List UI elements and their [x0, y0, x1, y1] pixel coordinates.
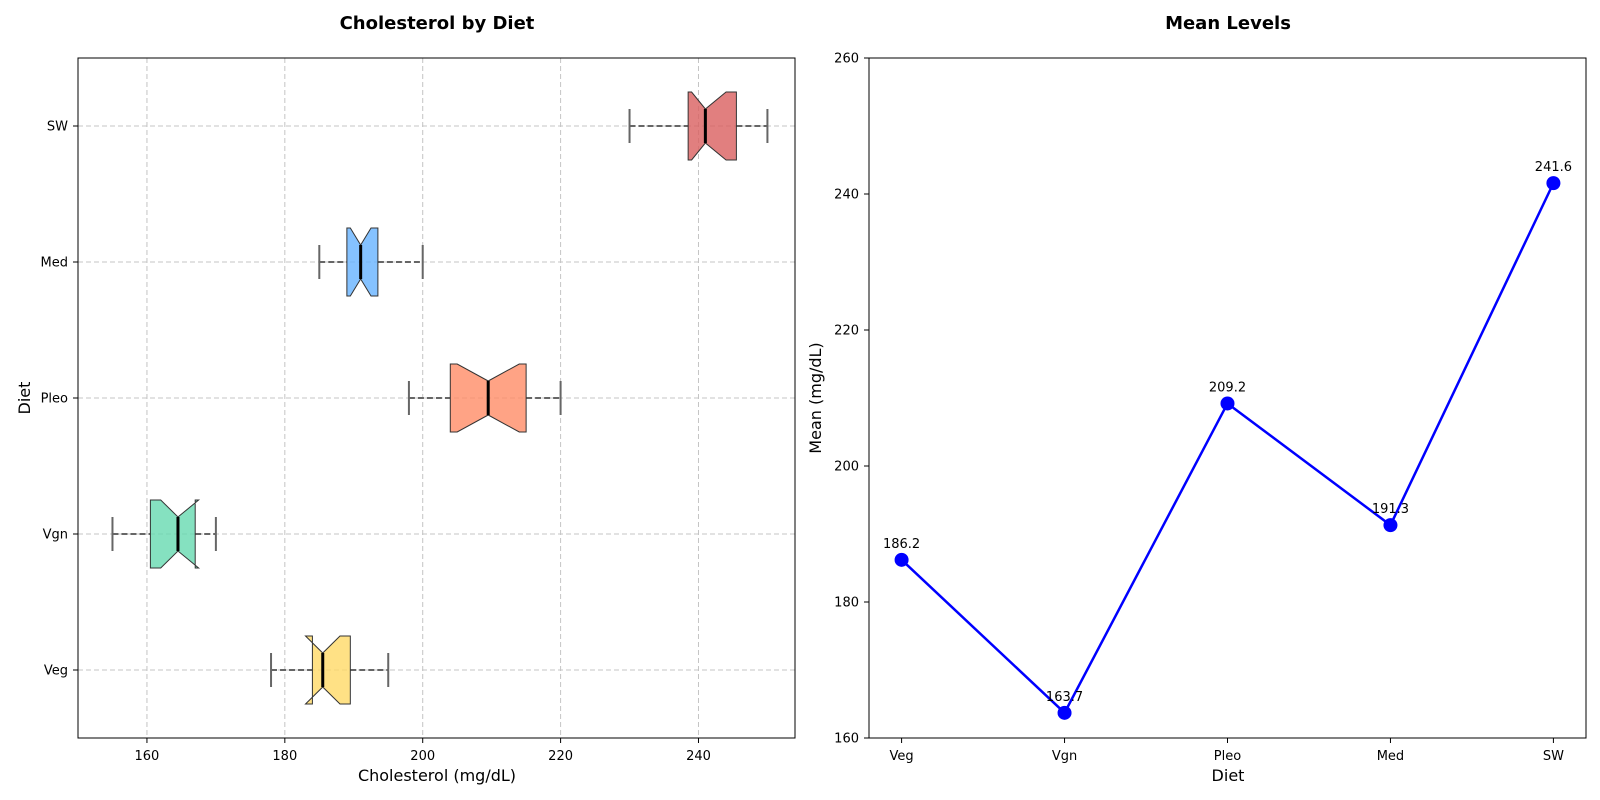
boxplot-x-tick-label: 200: [410, 749, 435, 764]
line-point: [1057, 705, 1072, 720]
line-point: [894, 552, 909, 567]
boxplot-x-tick-label: 220: [548, 749, 573, 764]
line-x-tick-label: Pleo: [1214, 749, 1241, 764]
line-panel: Mean Levels 160 180 200 220 240 260 Veg Vgn Ple…: [806, 13, 1587, 785]
line-x-tick-label: Vgn: [1052, 749, 1077, 764]
box-pleo: [407, 363, 562, 433]
line-point: [1383, 518, 1398, 533]
line-y-ticks: 160 180 200 220 240 260: [834, 52, 869, 747]
line-title: Mean Levels: [1165, 13, 1291, 34]
line-series: 186.2 163.7 209.2 191.3 241.6: [883, 160, 1572, 720]
line-x-tick-label: Veg: [890, 749, 914, 764]
boxplot-y-tick-label: Pleo: [41, 392, 68, 407]
box-sw: [628, 91, 769, 161]
box-body: [304, 635, 351, 705]
line-y-tick-label: 220: [834, 324, 859, 339]
box-body: [687, 91, 737, 161]
boxplot-x-ticks: 160 180 200 220 240: [135, 738, 711, 764]
line-y-axis-label: Mean (mg/dL): [806, 342, 825, 453]
boxplot-title: Cholesterol by Diet: [340, 13, 535, 34]
line-y-tick-label: 180: [834, 596, 859, 611]
boxplot-boxes: [111, 91, 769, 705]
line-point: [1220, 396, 1235, 411]
boxplot-x-tick-label: 240: [686, 749, 711, 764]
box-body: [346, 227, 379, 297]
boxplot-y-ticks: Veg Vgn Pleo Med SW: [41, 120, 78, 679]
boxplot-y-tick-label: Veg: [44, 664, 68, 679]
boxplot-y-tick-label: Vgn: [43, 528, 68, 543]
boxplot-x-tick-label: 180: [272, 749, 297, 764]
box-vgn: [111, 499, 217, 569]
line-data-label: 209.2: [1209, 380, 1246, 395]
boxplot-x-axis-label: Cholesterol (mg/dL): [358, 766, 516, 785]
line-x-axis-label: Diet: [1212, 766, 1245, 785]
box-veg: [270, 635, 390, 705]
line-x-tick-label: Med: [1377, 749, 1404, 764]
line-data-label: 241.6: [1535, 160, 1572, 175]
boxplot-panel: Cholesterol by Diet 160 180 200 220 240 VegV…: [15, 13, 796, 785]
line-y-tick-label: 240: [834, 188, 859, 203]
line-data-label: 191.3: [1372, 502, 1409, 517]
line-series-path: [900, 182, 1555, 715]
boxplot-x-tick-label: 160: [135, 749, 160, 764]
line-x-ticks: Veg Vgn Pleo Med SW: [890, 738, 1564, 764]
line-point: [1546, 176, 1561, 191]
line-x-tick-label: SW: [1543, 749, 1564, 764]
box-med: [318, 227, 424, 297]
boxplot-y-tick-label: SW: [47, 120, 68, 135]
box-body: [149, 499, 201, 569]
boxplot-y-tick-label: Med: [41, 256, 68, 271]
line-data-label: 186.2: [883, 537, 920, 552]
line-data-label: 163.7: [1046, 690, 1083, 705]
boxplot-y-axis-label: Diet: [15, 382, 34, 415]
line-y-tick-label: 260: [834, 52, 859, 67]
line-y-tick-label: 160: [834, 732, 859, 747]
line-y-tick-label: 200: [834, 460, 859, 475]
